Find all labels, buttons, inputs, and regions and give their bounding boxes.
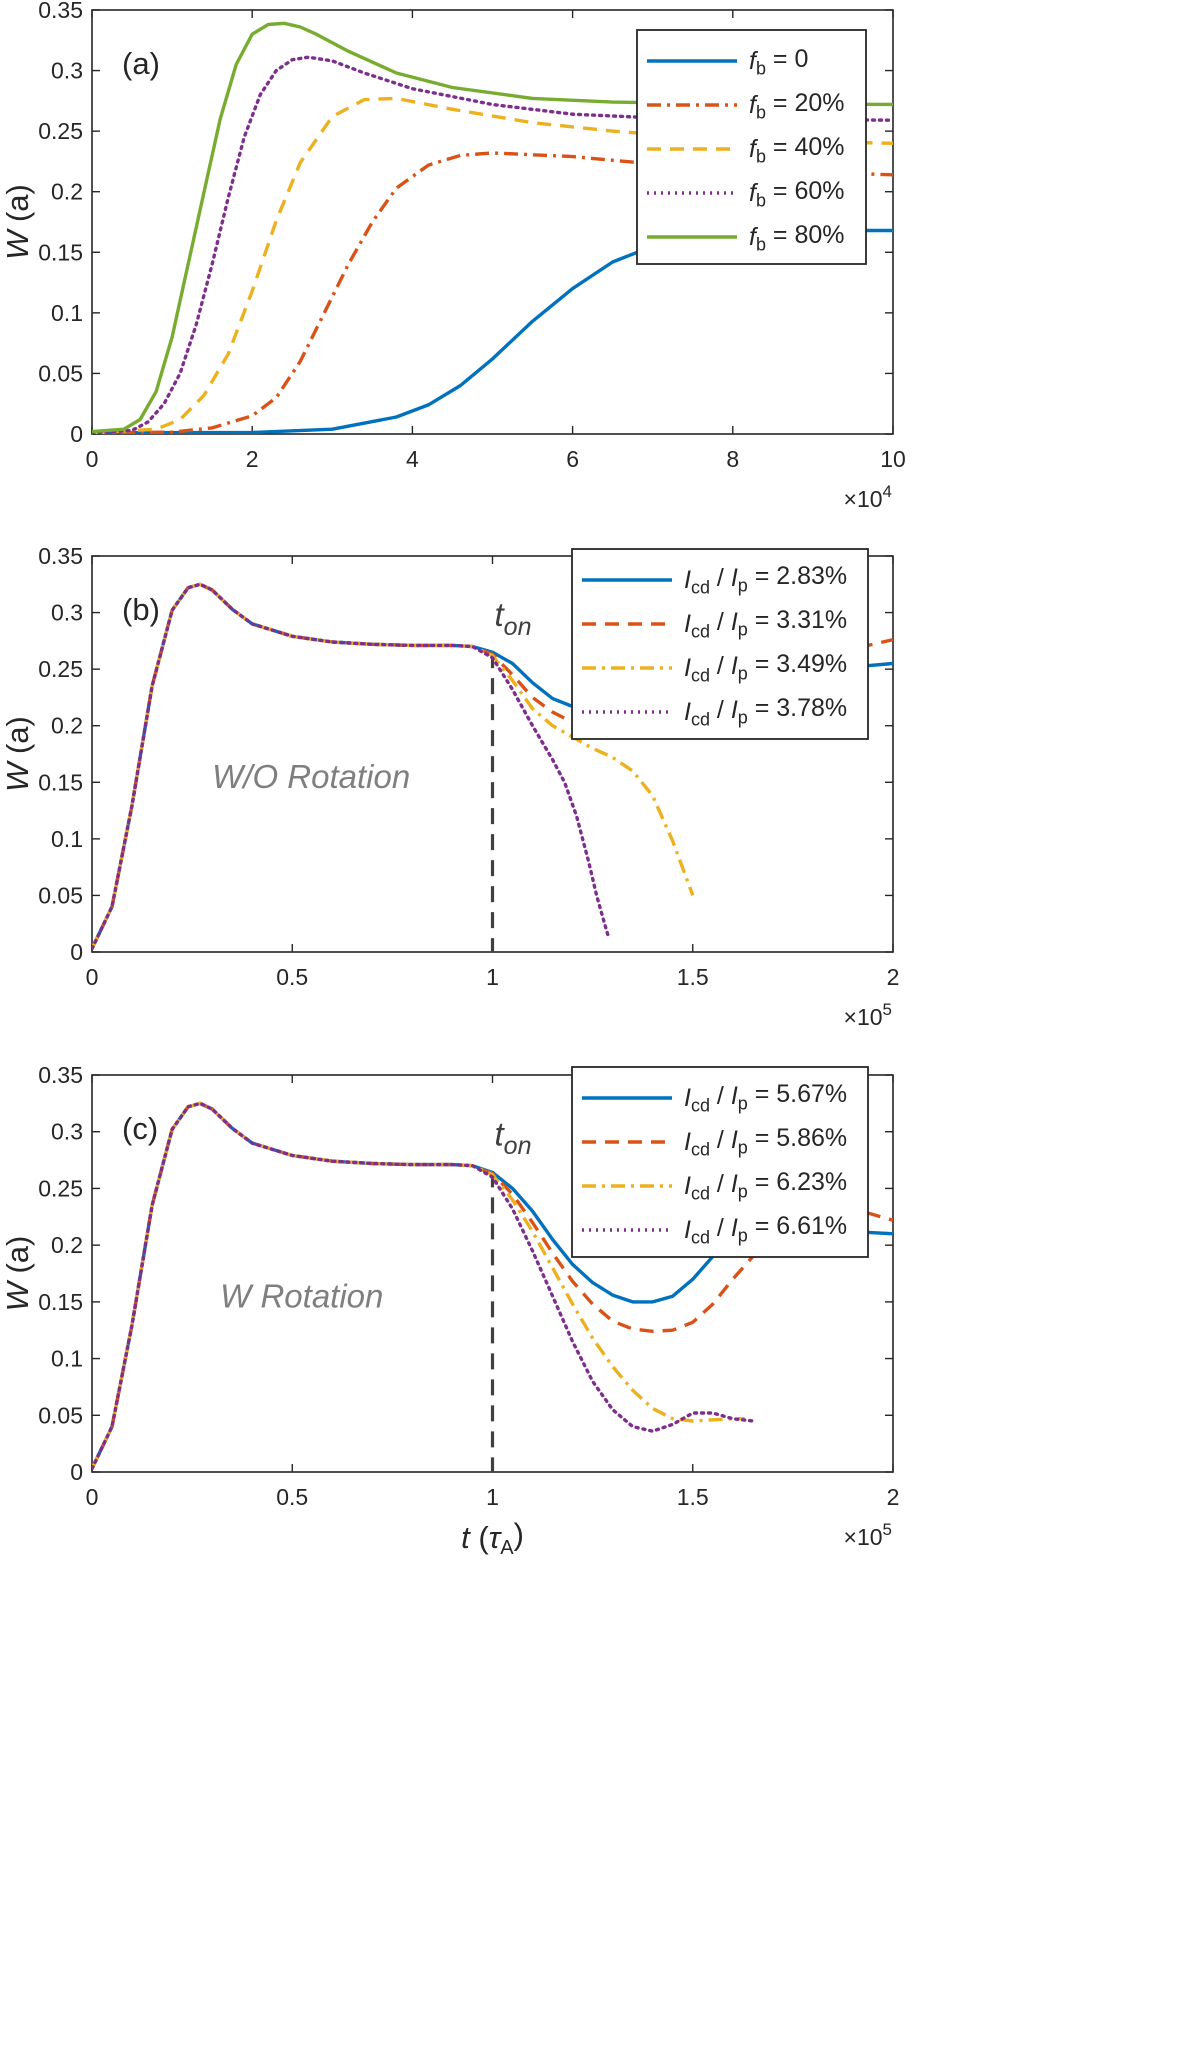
legend-entry: Icd​ / Ip​ = 3.31% — [684, 606, 847, 642]
x-exponent-label: ×105 — [844, 1000, 892, 1030]
panel-c: 0 0.5 1 1.5 2 0 0.05 0.1 0.15 0.2 0.25 0.3 0.35 ×105 W… — [0, 1062, 899, 1559]
x-tick-label: 1.5 — [677, 1484, 709, 1510]
x-tick-label: 0.5 — [276, 964, 308, 990]
rotation-annotation: W/O Rotation — [212, 758, 410, 795]
y-tick-label: 0.25 — [38, 1175, 83, 1201]
panel-label: (b) — [122, 592, 160, 627]
series-line-5 — [92, 21, 893, 434]
x-exponent-label: ×105 — [844, 1520, 892, 1550]
legend-entry: fb​ = 0 — [749, 45, 808, 79]
x-tick-label: 2 — [887, 1484, 900, 1510]
legend-entry: fb​ = 20% — [749, 89, 845, 123]
y-tick-label: 0.35 — [38, 543, 83, 569]
x-tick-label: 1.5 — [677, 964, 709, 990]
y-tick-label: 0.25 — [38, 118, 83, 144]
y-axis-label: W (a) — [0, 184, 35, 260]
x-tick-label: 0 — [86, 1484, 99, 1510]
y-tick-label: 0.15 — [38, 769, 83, 795]
x-tick-label: 1 — [486, 964, 499, 990]
x-tick-label: 6 — [566, 446, 579, 472]
legend-entry: Icd​ / Ip​ = 5.67% — [684, 1080, 847, 1116]
x-tick-label: 4 — [406, 446, 419, 472]
x-tick-label: 0 — [86, 964, 99, 990]
y-tick-label: 0.1 — [51, 300, 83, 326]
legend-entry: fb​ = 40% — [749, 133, 845, 167]
series-line-4 — [92, 582, 611, 951]
y-tick-label: 0.05 — [38, 1402, 83, 1428]
y-axis-label: W (a) — [0, 716, 35, 792]
x-tick-label: 8 — [726, 446, 739, 472]
legend: fb​ = 0 fb​ = 20% fb​ = 40% fb​ = 60% fb​ = … — [636, 29, 867, 265]
series-line-4 — [92, 1101, 755, 1471]
legend-entry: Icd​ / Ip​ = 6.61% — [684, 1212, 847, 1248]
y-tick-label: 0.15 — [38, 239, 83, 265]
y-tick-label: 0.3 — [51, 58, 83, 84]
y-tick-label: 0.1 — [51, 826, 83, 852]
panel-label: (a) — [122, 46, 160, 81]
legend-entry: Icd​ / Ip​ = 2.83% — [684, 562, 847, 598]
panel-label: (c) — [122, 1111, 158, 1146]
x-tick-label: 1 — [486, 1484, 499, 1510]
y-tick-label: 0 — [70, 421, 83, 447]
series-line-3 — [92, 1101, 745, 1470]
x-tick-label: 2 — [887, 964, 900, 990]
legend-entry: Icd​ / Ip​ = 5.86% — [684, 1124, 847, 1160]
y-tick-label: 0.3 — [51, 1119, 83, 1145]
y-tick-label: 0.35 — [38, 1062, 83, 1088]
y-axis-label: W (a) — [0, 1236, 35, 1312]
series-line-2 — [92, 151, 893, 434]
y-tick-label: 0 — [70, 1459, 83, 1485]
x-axis-label: t (τA​) — [461, 1517, 524, 1559]
x-tick-label: 10 — [880, 446, 906, 472]
y-tick-label: 0.25 — [38, 656, 83, 682]
legend-entry: Icd​ / Ip​ = 6.23% — [684, 1168, 847, 1204]
ton-label: ton — [495, 596, 532, 641]
x-exponent-label: ×104 — [844, 482, 892, 512]
panel-b: 0 0.5 1 1.5 2 0 0.05 0.1 0.15 0.2 0.25 0.3 0.35 ×105 W… — [0, 543, 899, 1030]
legend-entry: fb​ = 60% — [749, 177, 845, 211]
y-tick-label: 0 — [70, 939, 83, 965]
series-lines — [92, 1101, 893, 1471]
y-tick-label: 0.2 — [51, 1232, 83, 1258]
ton-label: ton — [495, 1115, 532, 1160]
legend: Icd​ / Ip​ = 5.67% Icd​ / Ip​ = 5.86% Icd​… — [571, 1066, 869, 1258]
series-line-4 — [92, 55, 893, 434]
axes-box — [91, 9, 894, 435]
y-tick-label: 0.1 — [51, 1346, 83, 1372]
legend-entry: Icd​ / Ip​ = 3.49% — [684, 650, 847, 686]
y-tick-label: 0.05 — [38, 360, 83, 386]
legend: Icd​ / Ip​ = 2.83% Icd​ / Ip​ = 3.31% Icd​… — [571, 548, 869, 740]
y-tick-label: 0.35 — [38, 0, 83, 23]
y-tick-label: 0.05 — [38, 882, 83, 908]
rotation-annotation: W Rotation — [220, 1278, 383, 1315]
y-tick-label: 0.2 — [51, 179, 83, 205]
x-tick-label: 2 — [246, 446, 259, 472]
y-tick-label: 0.15 — [38, 1289, 83, 1315]
y-tick-label: 0.3 — [51, 600, 83, 626]
x-tick-label: 0 — [86, 446, 99, 472]
legend-box — [636, 29, 867, 265]
x-tick-label: 0.5 — [276, 1484, 308, 1510]
panel-a: 0 2 4 6 8 10 0 0.05 0.1 0.15 0.2 0.25 0.3 0.35 ×104 W (… — [0, 0, 906, 512]
legend-entry: fb​ = 80% — [749, 221, 845, 255]
y-tick-label: 0.2 — [51, 713, 83, 739]
legend-entry: Icd​ / Ip​ = 3.78% — [684, 694, 847, 730]
